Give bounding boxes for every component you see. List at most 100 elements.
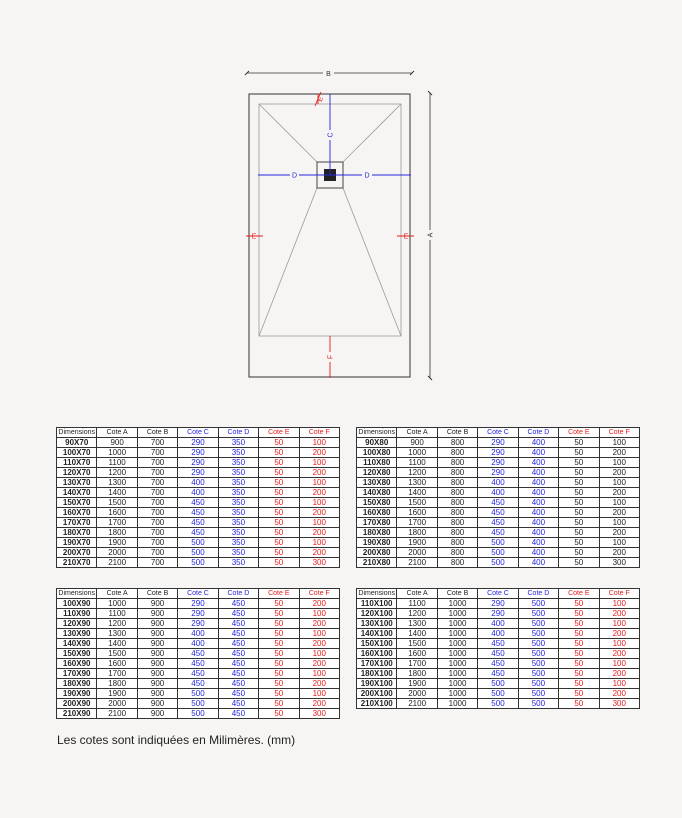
- table-row: 100X80 1000 800 290 400 50 200: [355, 447, 641, 458]
- cote-cell: 400: [177, 477, 219, 488]
- dimension-cell: 130X100: [355, 618, 398, 629]
- cote-cell: 500: [517, 638, 560, 649]
- cote-cell: 100: [298, 608, 341, 619]
- cote-cell: 50: [558, 497, 600, 508]
- cote-cell: 200: [298, 447, 341, 458]
- cote-cell: 100: [298, 477, 341, 488]
- cote-cell: 50: [558, 507, 600, 518]
- cote-cell: 1000: [436, 678, 479, 689]
- cote-cell: 50: [258, 547, 300, 558]
- table-row: 130X80 1300 800 400 400 50 100: [355, 477, 641, 488]
- cote-cell: 500: [517, 668, 560, 679]
- column-header: Cote E: [258, 427, 300, 438]
- cote-cell: 400: [177, 487, 219, 498]
- cote-cell: 50: [558, 598, 600, 609]
- cote-cell: 700: [136, 487, 179, 498]
- cote-cell: 350: [217, 447, 260, 458]
- dimension-e-f: E E E F: [246, 91, 414, 378]
- cote-cell: 290: [177, 447, 219, 458]
- cote-cell: 2100: [96, 708, 138, 719]
- cote-cell: 2100: [96, 557, 138, 568]
- cote-cell: 2000: [96, 547, 138, 558]
- cote-cell: 800: [436, 537, 479, 548]
- cote-cell: 1800: [396, 668, 438, 679]
- cote-cell: 50: [558, 537, 600, 548]
- table-row: 150X90 1500 900 450 450 50 100: [55, 648, 341, 659]
- dimension-cell: 90X80: [355, 437, 398, 448]
- cote-cell: 1700: [396, 517, 438, 528]
- cote-cell: 2100: [396, 698, 438, 709]
- cote-cell: 50: [258, 557, 300, 568]
- dimension-cell: 140X100: [355, 628, 398, 639]
- cote-cell: 50: [558, 527, 600, 538]
- cote-cell: 300: [298, 708, 341, 719]
- cote-cell: 700: [136, 517, 179, 528]
- cote-cell: 800: [436, 557, 479, 568]
- column-header: Dimensions: [355, 588, 398, 599]
- cote-cell: 900: [136, 598, 179, 609]
- cote-cell: 100: [298, 497, 341, 508]
- dimension-cell: 120X100: [355, 608, 398, 619]
- cote-cell: 200: [298, 638, 341, 649]
- table-row: 110X100 1100 1000 290 500 50 100: [355, 598, 641, 609]
- column-header: Cote D: [517, 588, 560, 599]
- dimension-cell: 210X100: [355, 698, 398, 709]
- table-row: 100X70 1000 700 290 350 50 200: [55, 447, 341, 458]
- cote-cell: 1200: [96, 467, 138, 478]
- cote-cell: 50: [558, 608, 600, 619]
- label-c: C: [328, 132, 335, 137]
- cote-cell: 450: [217, 678, 260, 689]
- cote-cell: 450: [217, 628, 260, 639]
- cote-cell: 1900: [396, 537, 438, 548]
- cote-cell: 900: [136, 688, 179, 699]
- dimension-cell: 120X90: [55, 618, 98, 629]
- cote-cell: 1000: [436, 648, 479, 659]
- cote-cell: 200: [598, 447, 641, 458]
- cote-cell: 1500: [96, 497, 138, 508]
- cote-cell: 50: [258, 608, 300, 619]
- cote-cell: 200: [298, 487, 341, 498]
- table-row: 160X80 1600 800 450 400 50 200: [355, 507, 641, 518]
- cote-cell: 400: [517, 527, 560, 538]
- dimension-cell: 180X80: [355, 527, 398, 538]
- cote-cell: 100: [298, 437, 341, 448]
- cote-cell: 200: [598, 467, 641, 478]
- cote-cell: 200: [598, 487, 641, 498]
- cote-cell: 500: [517, 598, 560, 609]
- table-row: 210X70 2100 700 500 350 50 300: [55, 557, 341, 568]
- cote-cell: 1000: [436, 668, 479, 679]
- dimensions-table-70: Dimensions Cote A Cote B Cote C Cote D Cote E…: [55, 427, 341, 568]
- column-header: Cote A: [96, 588, 138, 599]
- table-row: 210X90 2100 900 500 450 50 300: [55, 708, 341, 719]
- cote-cell: 450: [477, 507, 519, 518]
- cote-cell: 400: [517, 467, 560, 478]
- cote-cell: 500: [477, 547, 519, 558]
- table-row: 110X70 1100 700 290 350 50 100: [55, 457, 341, 468]
- cote-cell: 100: [598, 638, 641, 649]
- table-row: 210X80 2100 800 500 400 50 300: [355, 557, 641, 568]
- cote-cell: 450: [217, 668, 260, 679]
- table-row: 150X70 1500 700 450 350 50 100: [55, 497, 341, 508]
- cote-cell: 450: [217, 658, 260, 669]
- cote-cell: 500: [477, 557, 519, 568]
- label-e-top: E: [317, 96, 325, 103]
- table-row: 150X80 1500 800 450 400 50 100: [355, 497, 641, 508]
- cote-cell: 400: [517, 437, 560, 448]
- cote-cell: 50: [558, 447, 600, 458]
- cote-cell: 1400: [96, 487, 138, 498]
- column-header: Cote B: [436, 588, 479, 599]
- cote-cell: 200: [298, 507, 341, 518]
- tray-inner-edge: [258, 103, 402, 337]
- table-header-row: Dimensions Cote A Cote B Cote C Cote D Cote E…: [355, 427, 641, 438]
- dimension-cell: 210X70: [55, 557, 98, 568]
- label-d-left: D: [292, 173, 297, 180]
- cote-cell: 450: [477, 658, 519, 669]
- table-row: 140X70 1400 700 400 350 50 200: [55, 487, 341, 498]
- cote-cell: 1000: [436, 598, 479, 609]
- table-row: 130X100 1300 1000 400 500 50 100: [355, 618, 641, 629]
- table-row: 140X90 1400 900 400 450 50 200: [55, 638, 341, 649]
- table-row: 90X70 900 700 290 350 50 100: [55, 437, 341, 448]
- cote-cell: 1800: [396, 527, 438, 538]
- table-row: 130X90 1300 900 400 450 50 100: [55, 628, 341, 639]
- cote-cell: 500: [517, 618, 560, 629]
